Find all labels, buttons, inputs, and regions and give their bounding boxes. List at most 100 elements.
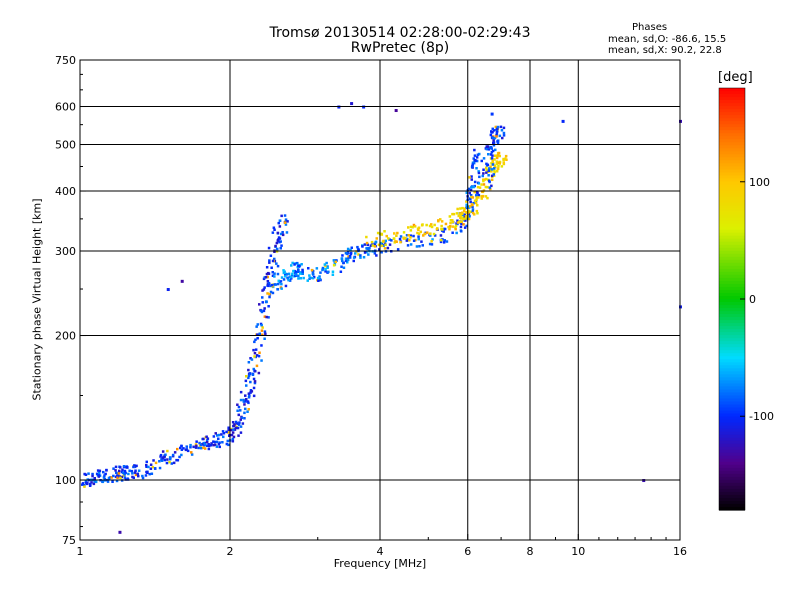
data-point xyxy=(288,279,292,282)
data-point xyxy=(298,264,302,267)
data-point xyxy=(306,279,309,282)
data-point xyxy=(251,373,255,376)
data-point xyxy=(459,225,463,229)
data-point xyxy=(470,195,473,199)
data-point xyxy=(482,178,485,181)
data-point xyxy=(429,234,432,237)
data-point xyxy=(276,288,279,291)
data-point xyxy=(180,453,183,457)
data-point xyxy=(504,157,507,160)
data-point xyxy=(217,433,221,437)
data-point xyxy=(332,264,336,267)
data-point xyxy=(195,440,198,443)
data-point xyxy=(502,131,506,135)
colorbar-segment xyxy=(719,124,745,128)
colorbar-segment xyxy=(719,139,745,143)
data-point xyxy=(270,283,274,287)
data-point xyxy=(493,171,496,174)
data-point xyxy=(349,248,352,252)
data-point xyxy=(145,460,148,464)
data-point xyxy=(497,153,500,157)
data-point xyxy=(131,472,134,475)
data-point xyxy=(231,440,235,443)
data-point xyxy=(257,371,261,375)
data-point xyxy=(487,148,491,151)
colorbar-segment xyxy=(719,193,745,198)
data-point xyxy=(405,239,409,242)
data-point xyxy=(489,153,493,156)
data-point xyxy=(122,471,125,474)
data-point xyxy=(370,240,374,244)
data-point xyxy=(291,274,294,277)
data-point xyxy=(248,394,251,397)
data-point xyxy=(249,380,252,384)
data-point xyxy=(465,203,468,207)
colorbar-segment xyxy=(719,271,745,276)
x-tick-label: 1 xyxy=(77,545,84,558)
data-point xyxy=(465,191,468,195)
data-point xyxy=(409,229,413,232)
data-point xyxy=(271,231,275,234)
data-point xyxy=(346,261,349,264)
data-point xyxy=(137,469,141,472)
data-point xyxy=(120,475,123,479)
data-point xyxy=(261,289,264,292)
data-point xyxy=(242,398,245,402)
x-tick-label: 8 xyxy=(527,545,534,558)
data-point xyxy=(287,278,290,282)
data-point xyxy=(418,245,421,248)
data-point xyxy=(451,220,455,224)
data-point xyxy=(470,178,473,181)
data-point xyxy=(265,300,268,303)
data-point xyxy=(280,244,283,247)
data-point xyxy=(311,272,315,275)
data-point xyxy=(430,223,433,226)
data-point xyxy=(161,450,165,453)
data-point xyxy=(216,434,219,437)
colorbar-segment xyxy=(719,383,745,388)
data-point xyxy=(465,205,469,209)
data-point xyxy=(443,227,447,231)
colorbar-segment xyxy=(719,407,745,412)
data-point xyxy=(430,243,434,246)
data-point xyxy=(287,272,291,276)
data-point xyxy=(293,269,296,273)
data-point xyxy=(83,484,86,487)
data-point xyxy=(169,457,172,461)
data-point xyxy=(490,112,494,116)
data-point xyxy=(141,474,144,478)
data-point xyxy=(227,443,230,447)
data-point xyxy=(467,217,471,221)
colorbar-segment xyxy=(719,136,745,140)
data-point xyxy=(478,186,482,189)
data-point xyxy=(286,277,290,280)
data-point xyxy=(432,232,436,236)
data-point xyxy=(194,443,198,446)
data-point xyxy=(487,174,490,177)
data-point xyxy=(456,219,459,222)
colorbar-segment xyxy=(719,488,745,493)
data-point xyxy=(363,251,367,254)
data-point xyxy=(133,471,137,474)
data-point xyxy=(252,348,255,352)
data-point xyxy=(135,464,138,468)
colorbar-segment xyxy=(719,362,745,366)
data-point xyxy=(421,223,424,226)
data-point xyxy=(263,315,267,318)
colorbar-segment xyxy=(719,506,745,511)
data-point xyxy=(380,244,384,248)
data-point xyxy=(440,224,443,228)
colorbar-segment xyxy=(719,226,745,231)
data-point xyxy=(324,264,327,268)
x-tick-label: 16 xyxy=(673,545,687,558)
data-point xyxy=(256,337,259,340)
data-point xyxy=(463,226,467,229)
data-point xyxy=(271,274,275,277)
data-point xyxy=(253,380,257,383)
data-point xyxy=(383,230,386,233)
data-point xyxy=(279,280,283,283)
data-point xyxy=(246,410,249,413)
data-point xyxy=(325,261,328,265)
data-point xyxy=(261,301,264,304)
